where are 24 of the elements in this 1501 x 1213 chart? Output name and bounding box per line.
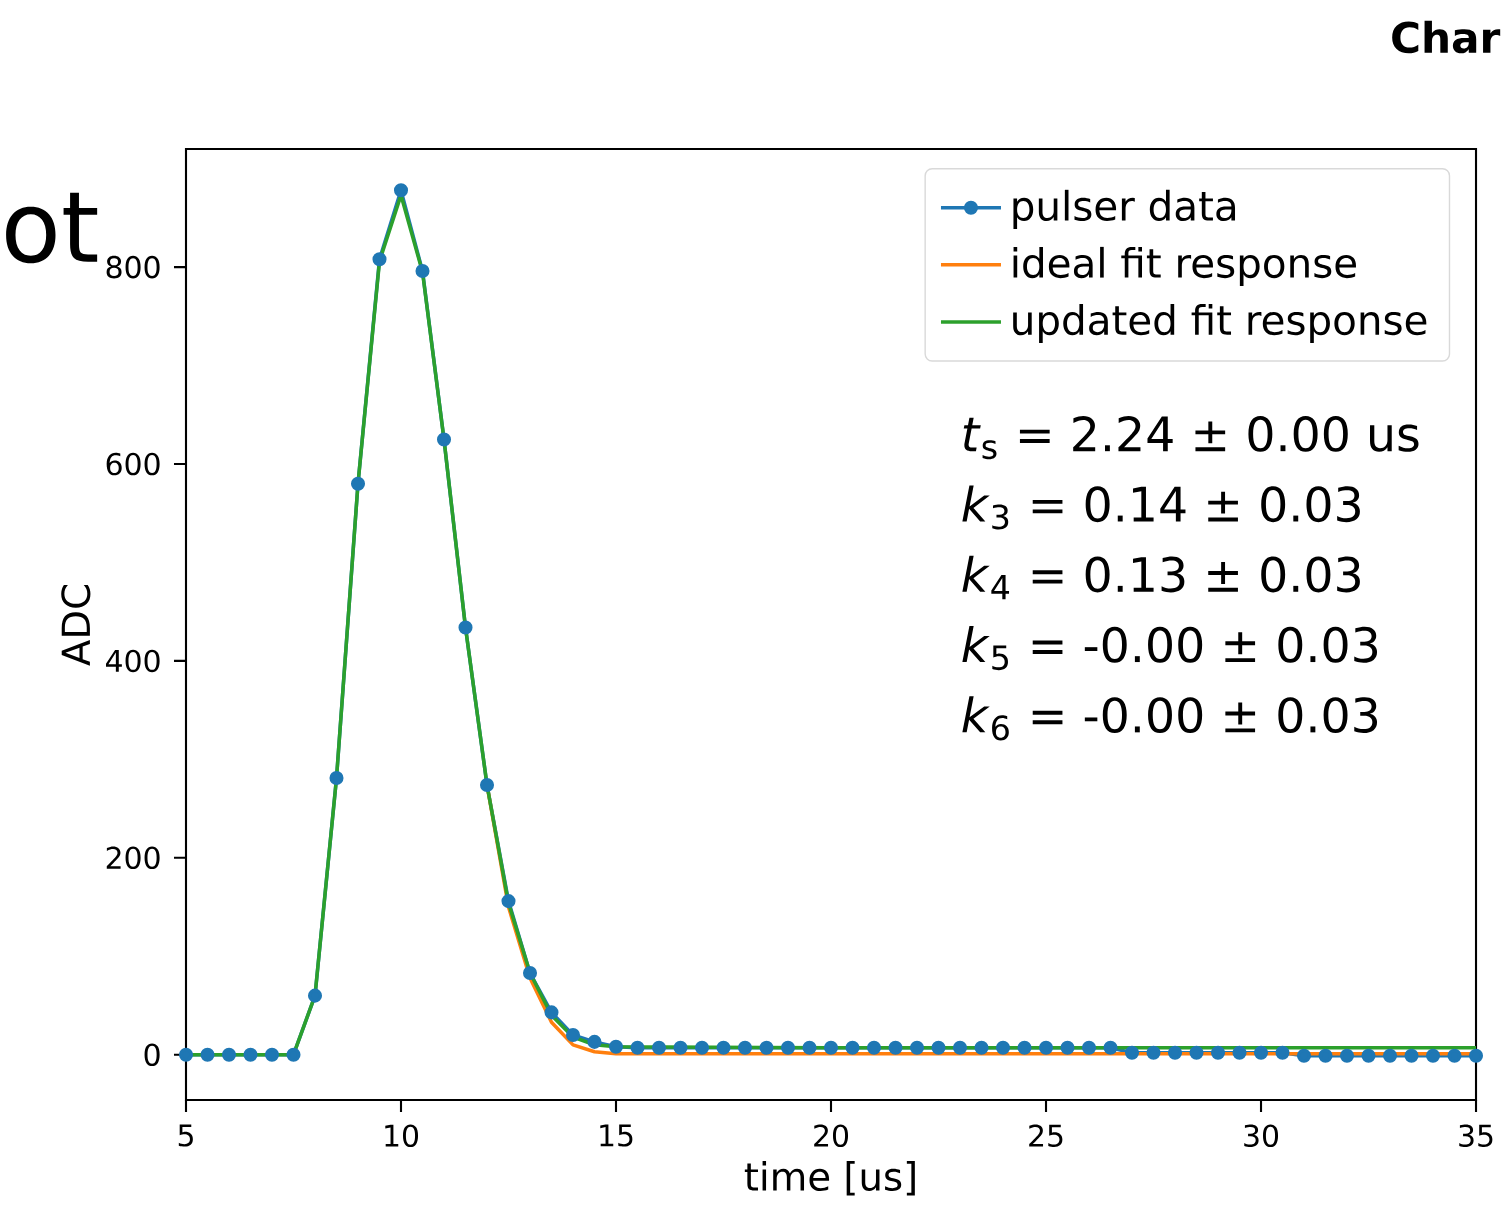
x-tick-label: 5 bbox=[178, 1124, 193, 1147]
annotation: k$_{5}$ = -0.00 ± 0.03 bbox=[962, 626, 1378, 671]
x-tick-label: 10 bbox=[385, 1124, 419, 1148]
text: ot bbox=[6, 192, 98, 264]
chart-title: Char bbox=[1392, 20, 1501, 54]
y-axis-title: ADC bbox=[61, 585, 91, 666]
annotation: t$_{s}$ = 2.24 ± 0.00 us bbox=[963, 415, 1419, 460]
annotation: k$_{4}$ = 0.13 ± 0.03 bbox=[962, 555, 1360, 600]
y-tick-label: 600 bbox=[106, 452, 160, 476]
legend-label: pulser data bbox=[1013, 189, 1236, 229]
annotation: k$_{3}$ = 0.14 ± 0.03 bbox=[962, 485, 1360, 530]
x-axis-title: time [us] bbox=[744, 1161, 915, 1196]
x-tick-label: 15 bbox=[600, 1124, 633, 1147]
y-tick-label: 200 bbox=[106, 846, 160, 870]
x-tick-label: 20 bbox=[814, 1124, 849, 1148]
x-tick-label: 25 bbox=[1029, 1124, 1063, 1148]
legend-label: ideal fit response bbox=[1013, 246, 1356, 286]
y-tick-label: 0 bbox=[144, 1043, 160, 1067]
x-tick-label: 35 bbox=[1459, 1124, 1493, 1148]
y-tick-label: 400 bbox=[106, 649, 160, 673]
legend-label: updated fit response bbox=[1013, 303, 1427, 344]
annotation: k$_{6}$ = -0.00 ± 0.03 bbox=[962, 696, 1378, 741]
y-tick-label: 800 bbox=[106, 255, 160, 279]
x-tick-label: 30 bbox=[1244, 1124, 1279, 1148]
